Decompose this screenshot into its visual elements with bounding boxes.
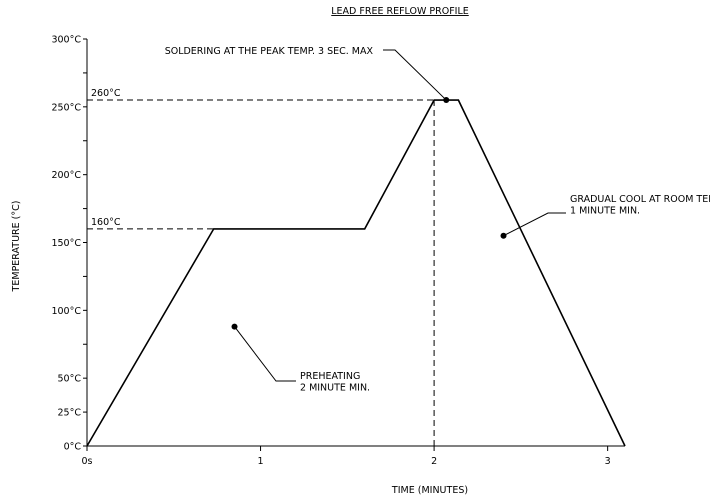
reference-lines: 260°C 160°C (87, 88, 435, 446)
y-tick-label: 200°C (51, 170, 81, 181)
y-tick-label: 0°C (64, 442, 82, 453)
annotation-leader (503, 212, 566, 237)
y-tick-label: 300°C (51, 35, 81, 46)
annotations: SOLDERING AT THE PEAK TEMP. 3 SEC. MAX GR… (165, 46, 710, 394)
annotation-text: SOLDERING AT THE PEAK TEMP. 3 SEC. MAX (165, 46, 374, 57)
reference-line-label: 160°C (91, 217, 121, 228)
y-tick-label: 25°C (58, 408, 82, 419)
x-axis-label: TIME (MINUTES) (391, 485, 468, 496)
annotation-leader (383, 49, 447, 101)
annotation-leader (234, 326, 296, 382)
y-tick-label: 50°C (58, 374, 82, 385)
series (86, 99, 626, 447)
annotation-text: GRADUAL COOL AT ROOM TEMP. (570, 194, 710, 205)
annotation-cool: GRADUAL COOL AT ROOM TEMP.1 MINUTE MIN. (500, 194, 710, 239)
y-tick-label: 250°C (51, 102, 81, 113)
x-tick-label: 0s (82, 456, 93, 467)
reference-line-label: 260°C (91, 88, 121, 99)
annotation-text: 1 MINUTE MIN. (570, 206, 640, 217)
annotation-text: PREHEATING (300, 371, 360, 382)
axes: 0°C 25°C 50°C 100°C 150°C 200°C 250°C 300°C 0s 1 2… (51, 35, 625, 467)
profile-line (86, 99, 626, 447)
annotation-text: 2 MINUTE MIN. (300, 383, 370, 394)
y-tick-label: 150°C (51, 238, 81, 249)
x-tick-label: 3 (605, 456, 611, 467)
x-tick-label: 2 (431, 456, 437, 467)
chart-title: LEAD FREE REFLOW PROFILE (331, 6, 469, 17)
x-tick-label: 1 (258, 456, 264, 467)
y-axis-label: TEMPERATURE (°C) (11, 201, 22, 293)
annotation-peak: SOLDERING AT THE PEAK TEMP. 3 SEC. MAX (165, 46, 450, 104)
y-tick-label: 100°C (51, 306, 81, 317)
